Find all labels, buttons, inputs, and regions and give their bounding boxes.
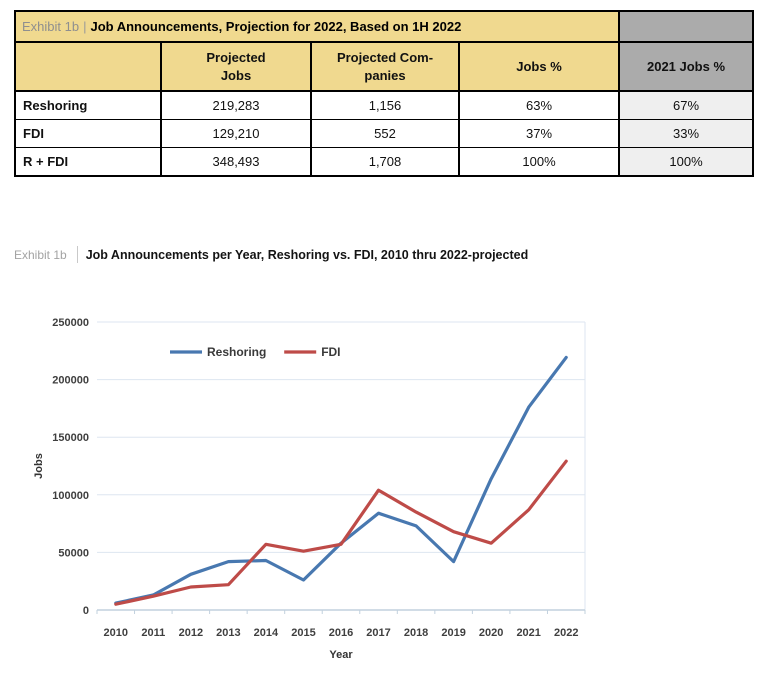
- y-tick-label: 0: [83, 605, 89, 617]
- x-tick-label: 2019: [441, 627, 465, 639]
- table-title-row: Exhibit 1b | Job Announcements, Projection…: [13, 10, 755, 43]
- table-cell: 100%: [457, 147, 621, 177]
- x-tick-label: 2022: [554, 627, 578, 639]
- x-tick-label: 2021: [516, 627, 540, 639]
- table-row-fdi: FDI 129,210 552 37% 33%: [14, 119, 755, 148]
- chart-title: Job Announcements per Year, Reshoring vs…: [85, 247, 529, 262]
- chart-heading: Exhibit 1b Job Announcements per Year, R…: [14, 246, 528, 263]
- table-row-r-plus-fdi: R + FDI 348,493 1,708 100% 100%: [14, 147, 755, 177]
- table-cell: 37%: [457, 119, 621, 148]
- x-tick-label: 2014: [254, 627, 279, 639]
- y-tick-label: 200000: [52, 375, 89, 387]
- line-chart: 0 50000 100000 150000 200000 250000 2010 2011 20…: [33, 317, 586, 661]
- x-tick-label: 2013: [216, 627, 240, 639]
- table-cell: 219,283: [160, 90, 312, 120]
- x-tick-label: 2012: [179, 627, 203, 639]
- x-tick-label: 2017: [366, 627, 390, 639]
- exhibit-table: Exhibit 1b | Job Announcements, Projection…: [13, 10, 755, 177]
- x-tick-label: 2020: [479, 627, 503, 639]
- table-title-gray-cell: [618, 10, 755, 43]
- column-header-2021-jobs-pct: 2021 Jobs %: [618, 41, 755, 92]
- y-tick-label: 150000: [52, 432, 89, 444]
- exhibit-label: Exhibit 1b: [22, 19, 80, 34]
- x-tick-label: 2016: [329, 627, 353, 639]
- column-header-projected-companies: Projected Com- panies: [310, 41, 460, 92]
- table-cell: 67%: [618, 90, 755, 120]
- table-cell: 63%: [457, 90, 621, 120]
- legend-label: Reshoring: [207, 345, 266, 359]
- series-line-reshoring: [114, 355, 568, 605]
- table-cell: 100%: [618, 147, 755, 177]
- table-cell: 552: [310, 119, 460, 148]
- legend-label: FDI: [321, 345, 340, 359]
- x-tick-label: 2010: [104, 627, 128, 639]
- x-tick-label: 2015: [291, 627, 315, 639]
- table-title-cell: Exhibit 1b | Job Announcements, Projection…: [13, 10, 621, 43]
- y-tick-label: 250000: [52, 317, 89, 329]
- table-row-reshoring: Reshoring 219,283 1,156 63% 67%: [14, 90, 755, 120]
- table-cell: 1,156: [310, 90, 460, 120]
- table-cell: 348,493: [160, 147, 312, 177]
- chart-exhibit-label: Exhibit 1b: [14, 247, 67, 262]
- row-label: R + FDI: [14, 147, 162, 177]
- x-tick-label: 2011: [141, 627, 165, 639]
- row-label: Reshoring: [14, 90, 162, 120]
- y-tick-label: 50000: [58, 547, 89, 559]
- series-line-fdi: [114, 459, 568, 606]
- column-header-blank: [14, 41, 162, 92]
- table-cell: 129,210: [160, 119, 312, 148]
- row-label: FDI: [14, 119, 162, 148]
- table-header-row: Projected Jobs Projected Com- panies Job…: [14, 41, 755, 92]
- table-cell: 33%: [618, 119, 755, 148]
- y-axis-title: Jobs: [33, 453, 45, 479]
- table-cell: 1,708: [310, 147, 460, 177]
- column-header-jobs-pct: Jobs %: [457, 41, 621, 92]
- x-axis-title: Year: [329, 649, 353, 661]
- table-title: Job Announcements, Projection for 2022, …: [90, 19, 462, 34]
- x-tick-label: 2018: [404, 627, 428, 639]
- y-tick-label: 100000: [52, 490, 89, 502]
- column-header-projected-jobs: Projected Jobs: [160, 41, 312, 92]
- heading-divider: [76, 246, 78, 263]
- title-separator: |: [83, 19, 87, 34]
